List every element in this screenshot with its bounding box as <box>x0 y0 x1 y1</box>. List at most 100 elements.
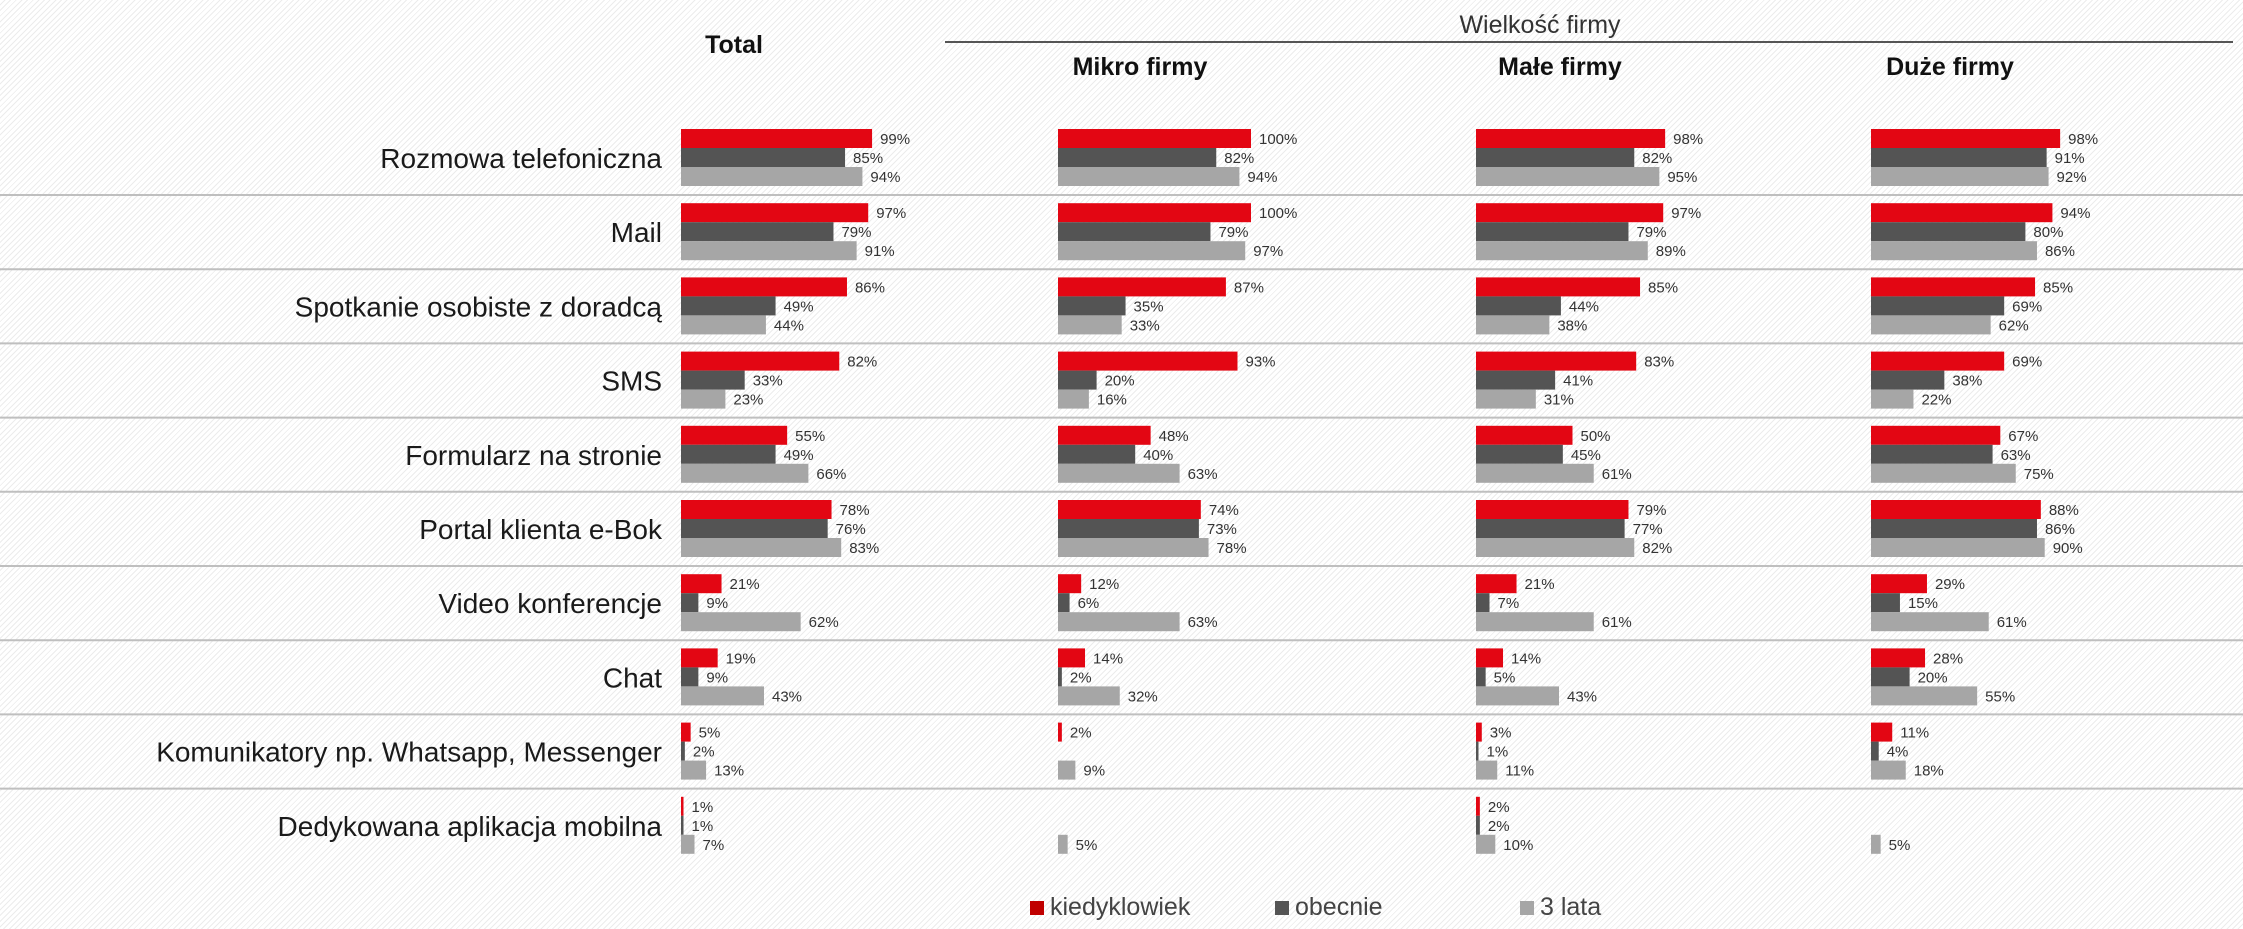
data-label-3-lata-mikro-firmy: 78% <box>1217 540 1247 557</box>
bar-3-lata-mikro-firmy <box>1058 389 1089 409</box>
data-label-obecnie-total: 79% <box>841 224 871 241</box>
bar-3-lata-mikro-firmy <box>1058 538 1209 557</box>
bar-obecnie-ma-e-firmy <box>1476 222 1629 242</box>
data-label-obecnie-total: 49% <box>784 447 814 464</box>
data-label-kiedyklowiek-total: 5% <box>699 725 721 742</box>
bar-kiedyklowiek-ma-e-firmy <box>1476 796 1480 816</box>
data-label-kiedyklowiek-du-e-firmy: 98% <box>2068 131 2098 148</box>
bar-3-lata-total <box>681 167 863 186</box>
data-label-obecnie-mikro-firmy: 35% <box>1134 298 1164 315</box>
bar-obecnie-mikro-firmy <box>1058 667 1062 687</box>
data-label-obecnie-ma-e-firmy: 7% <box>1498 595 1520 612</box>
bar-3-lata-mikro-firmy <box>1058 167 1240 186</box>
bar-kiedyklowiek-mikro-firmy <box>1058 722 1062 742</box>
bar-3-lata-total <box>681 760 707 780</box>
data-label-obecnie-du-e-firmy: 38% <box>1952 373 1982 390</box>
bar-obecnie-total <box>681 444 776 464</box>
bar-obecnie-ma-e-firmy <box>1476 667 1486 687</box>
bar-3-lata-du-e-firmy <box>1871 241 2037 261</box>
data-label-kiedyklowiek-mikro-firmy: 2% <box>1070 725 1092 742</box>
bar-3-lata-du-e-firmy <box>1871 686 1978 706</box>
data-label-obecnie-total: 9% <box>706 669 728 686</box>
bar-kiedyklowiek-total <box>681 648 718 668</box>
data-label-obecnie-ma-e-firmy: 77% <box>1633 521 1663 538</box>
data-label-kiedyklowiek-mikro-firmy: 100% <box>1259 131 1297 148</box>
data-label-3-lata-total: 44% <box>774 317 804 334</box>
bar-3-lata-du-e-firmy <box>1871 389 1914 409</box>
bar-obecnie-total <box>681 222 834 242</box>
data-label-obecnie-total: 2% <box>693 744 715 761</box>
bar-obecnie-du-e-firmy <box>1871 148 2047 167</box>
data-label-kiedyklowiek-total: 86% <box>855 279 885 296</box>
data-label-kiedyklowiek-ma-e-firmy: 21% <box>1525 576 1555 593</box>
data-label-kiedyklowiek-du-e-firmy: 29% <box>1935 576 1965 593</box>
category-label-portal-klienta-e-bok: Portal klienta e-Bok <box>419 514 663 545</box>
data-label-3-lata-mikro-firmy: 63% <box>1188 614 1218 631</box>
data-label-kiedyklowiek-mikro-firmy: 48% <box>1159 428 1189 445</box>
bar-obecnie-du-e-firmy <box>1871 370 1945 390</box>
bar-kiedyklowiek-mikro-firmy <box>1058 129 1251 148</box>
bar-kiedyklowiek-du-e-firmy <box>1871 722 1893 742</box>
data-label-kiedyklowiek-du-e-firmy: 69% <box>2012 354 2042 371</box>
data-label-kiedyklowiek-du-e-firmy: 11% <box>1900 725 1929 742</box>
legend-label-obecnie: obecnie <box>1295 893 1383 921</box>
bar-kiedyklowiek-total <box>681 574 722 594</box>
data-label-kiedyklowiek-ma-e-firmy: 3% <box>1490 725 1512 742</box>
data-label-3-lata-total: 91% <box>865 243 895 260</box>
data-label-kiedyklowiek-total: 1% <box>692 799 714 816</box>
data-label-kiedyklowiek-ma-e-firmy: 79% <box>1636 502 1666 519</box>
data-label-3-lata-mikro-firmy: 16% <box>1097 392 1127 409</box>
bar-3-lata-mikro-firmy <box>1058 760 1076 780</box>
legend: kiedyklowiek obecnie 3 lata <box>1030 893 1765 922</box>
data-label-3-lata-ma-e-firmy: 31% <box>1544 392 1574 409</box>
bar-kiedyklowiek-ma-e-firmy <box>1476 203 1664 223</box>
category-label-dedykowana-aplikacja-mobilna: Dedykowana aplikacja mobilna <box>278 811 663 842</box>
data-label-kiedyklowiek-du-e-firmy: 88% <box>2049 502 2079 519</box>
data-label-3-lata-mikro-firmy: 33% <box>1130 317 1160 334</box>
data-label-kiedyklowiek-mikro-firmy: 74% <box>1209 502 1239 519</box>
group-header: Wielkość firmy <box>1459 11 1621 39</box>
data-label-obecnie-du-e-firmy: 20% <box>1918 669 1948 686</box>
bar-kiedyklowiek-du-e-firmy <box>1871 574 1927 594</box>
bar-kiedyklowiek-ma-e-firmy <box>1476 351 1637 371</box>
bar-obecnie-total <box>681 593 699 613</box>
bar-3-lata-ma-e-firmy <box>1476 241 1648 261</box>
data-label-3-lata-total: 7% <box>703 837 725 854</box>
bar-obecnie-mikro-firmy <box>1058 222 1211 242</box>
data-label-obecnie-ma-e-firmy: 82% <box>1642 150 1672 167</box>
panel-title-mikro-firmy: Mikro firmy <box>1073 53 1208 81</box>
panel-title-du-e-firmy: Duże firmy <box>1886 53 2014 81</box>
data-label-kiedyklowiek-mikro-firmy: 93% <box>1245 354 1275 371</box>
data-label-kiedyklowiek-total: 19% <box>726 650 756 667</box>
data-label-3-lata-du-e-firmy: 62% <box>1999 317 2029 334</box>
data-label-kiedyklowiek-total: 82% <box>847 354 877 371</box>
bar-kiedyklowiek-du-e-firmy <box>1871 129 2061 148</box>
category-label-chat: Chat <box>603 662 662 693</box>
bar-kiedyklowiek-ma-e-firmy <box>1476 277 1641 297</box>
bar-kiedyklowiek-ma-e-firmy <box>1476 648 1504 668</box>
data-label-3-lata-mikro-firmy: 32% <box>1128 688 1158 705</box>
category-label-rozmowa-telefoniczna: Rozmowa telefoniczna <box>380 143 662 174</box>
data-label-obecnie-du-e-firmy: 80% <box>2033 224 2063 241</box>
data-label-kiedyklowiek-du-e-firmy: 94% <box>2060 205 2090 222</box>
bar-3-lata-total <box>681 463 809 483</box>
data-label-kiedyklowiek-du-e-firmy: 28% <box>1933 650 1963 667</box>
bar-kiedyklowiek-mikro-firmy <box>1058 500 1201 519</box>
data-label-kiedyklowiek-mikro-firmy: 14% <box>1093 650 1123 667</box>
bar-obecnie-ma-e-firmy <box>1476 148 1635 167</box>
bar-kiedyklowiek-ma-e-firmy <box>1476 425 1573 445</box>
data-label-kiedyklowiek-mikro-firmy: 100% <box>1259 205 1297 222</box>
data-label-kiedyklowiek-total: 21% <box>730 576 760 593</box>
bar-3-lata-mikro-firmy <box>1058 241 1246 261</box>
bar-obecnie-du-e-firmy <box>1871 296 2005 316</box>
data-label-kiedyklowiek-du-e-firmy: 85% <box>2043 279 2073 296</box>
bar-kiedyklowiek-total <box>681 129 873 148</box>
bar-obecnie-total <box>681 296 776 316</box>
bar-obecnie-ma-e-firmy <box>1476 741 1479 761</box>
bar-3-lata-du-e-firmy <box>1871 315 1991 335</box>
panel-title-ma-e-firmy: Małe firmy <box>1498 53 1622 81</box>
bar-3-lata-du-e-firmy <box>1871 538 2045 557</box>
data-label-3-lata-du-e-firmy: 22% <box>1921 392 1951 409</box>
bar-kiedyklowiek-mikro-firmy <box>1058 648 1086 668</box>
bar-kiedyklowiek-du-e-firmy <box>1871 277 2036 297</box>
